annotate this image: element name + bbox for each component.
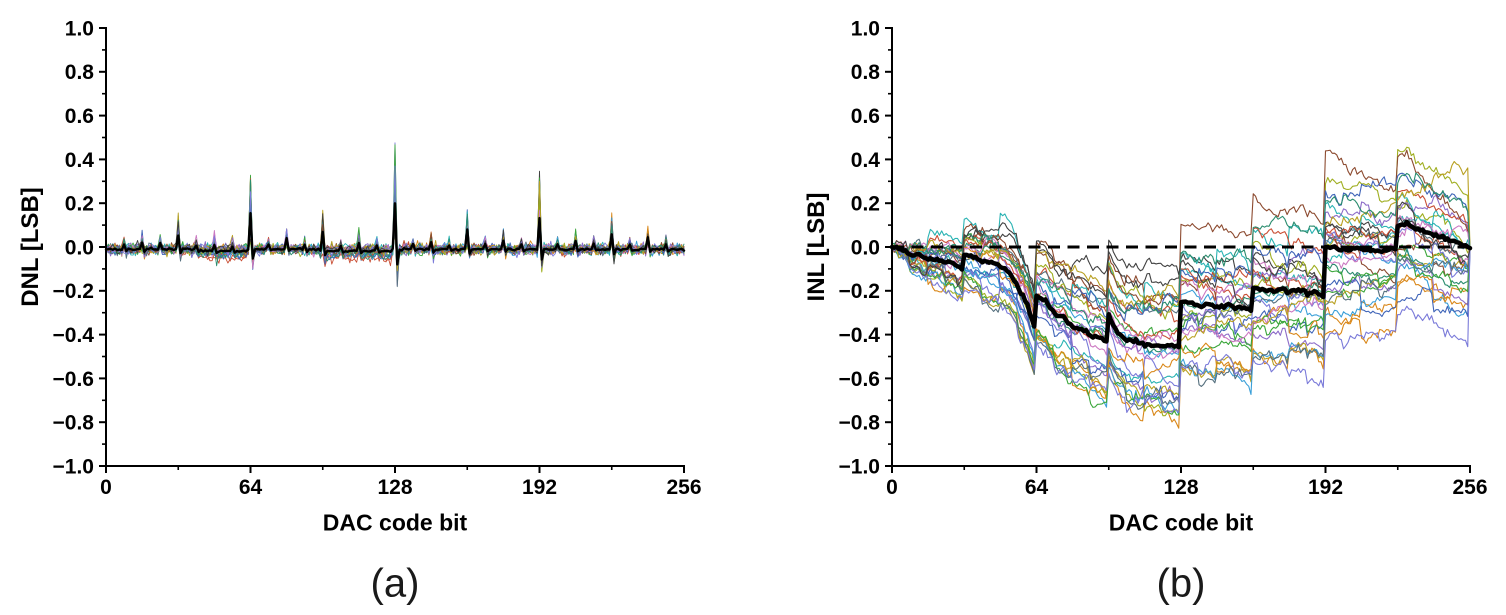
y-tick-label: 0.4 [851,149,881,172]
inl-x-axis-title: DAC code bit [1108,509,1254,536]
y-tick-label: 0.0 [851,236,880,259]
x-tick-label: 0 [886,476,898,499]
y-tick-label: −1.0 [839,455,880,478]
x-tick-label: 256 [666,476,701,499]
x-tick-label: 128 [1163,476,1198,499]
panel-b-caption: (b) [1156,561,1206,606]
y-tick-label: −0.4 [53,324,95,347]
dnl-mean-line [104,202,686,266]
inl-trace [891,243,1471,410]
y-tick-label: 0.4 [65,149,95,172]
dnl-mean [104,202,686,266]
y-tick-label: 0.8 [65,61,95,84]
inl-trace [891,193,1471,313]
y-tick-label: 0.6 [65,105,94,128]
inl-y-axis-title: INL [LSB] [803,192,830,302]
y-tick-label: −0.6 [839,368,880,391]
inl-mean [889,219,1473,350]
y-tick-label: −0.2 [839,280,880,303]
inl-trace [891,245,1471,413]
y-tick-label: 1.0 [65,17,94,40]
x-tick-label: 192 [1308,476,1343,499]
x-tick-label: 128 [377,476,412,499]
x-tick-label: 192 [522,476,557,499]
y-tick-label: 0.0 [65,236,94,259]
y-tick-label: −0.8 [839,412,881,435]
y-tick-label: −0.4 [839,324,881,347]
y-tick-label: −0.6 [53,368,94,391]
inl-trace [891,201,1471,312]
y-tick-label: 1.0 [851,17,880,40]
inl-trace [891,246,1471,415]
inl-trace [891,172,1471,325]
x-tick-label: 64 [1025,476,1049,499]
inl-mean-line [889,219,1473,350]
y-tick-label: 0.6 [851,105,880,128]
y-tick-label: −1.0 [53,455,94,478]
y-tick-label: −0.2 [53,280,94,303]
inl-trace [891,149,1471,310]
dnl-y-axis-title: DNL [LSB] [17,187,44,307]
x-tick-label: 64 [239,476,263,499]
y-tick-label: −0.8 [53,412,95,435]
x-tick-label: 0 [100,476,112,499]
y-tick-label: 0.2 [851,193,880,216]
dnl-x-axis-title: DAC code bit [322,509,468,536]
panel-a-caption: (a) [370,561,420,606]
y-tick-label: 0.2 [65,193,94,216]
dnl-axes: 1.0 0.8 0.6 0.4 0.2 0.0 −0.2 −0.4 −0.6 −0.8 −1.0 0 6… [53,17,702,499]
x-tick-label: 256 [1452,476,1487,499]
y-tick-label: 0.8 [851,61,881,84]
inl-axes: 1.0 0.8 0.6 0.4 0.2 0.0 −0.2 −0.4 −0.6 −0.8 −1.0 0 6… [839,17,1488,499]
inl-traces [891,146,1471,429]
